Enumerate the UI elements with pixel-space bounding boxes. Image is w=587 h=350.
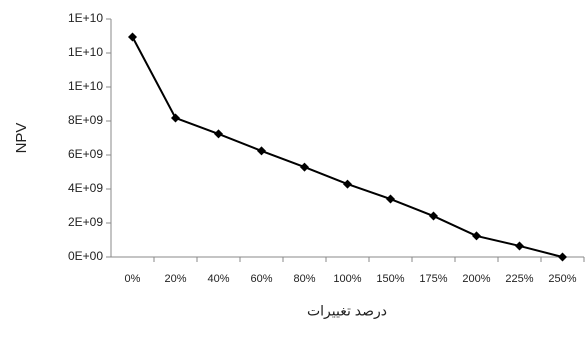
marker [128,32,137,42]
x-tick-label: 100% [333,273,361,285]
x-tick-label: 80% [293,273,315,285]
x-axis-title: درصد تغییرات [307,303,387,320]
marker [300,162,309,172]
x-tick-label: 20% [164,273,186,285]
x-tick-label: 175% [419,273,447,285]
x-tick-label: 40% [207,273,229,285]
x-tick-label: 200% [462,273,490,285]
y-tick-label: 4E+09 [68,181,103,195]
x-tick-label: 250% [548,273,576,285]
marker [214,129,223,139]
x-tick-label: 150% [376,273,404,285]
y-tick-label: 0E+00 [68,249,103,263]
y-axis-title: NPV [13,123,30,154]
marker [171,113,180,123]
x-tick-label: 60% [250,273,272,285]
x-tick-label: 225% [505,273,533,285]
y-tick-label: 1E+10 [68,11,103,25]
marker [429,211,438,221]
line [131,36,563,258]
marker [515,241,524,251]
y-tick-label: 2E+09 [68,215,103,229]
x-tick-label: 0% [125,273,141,285]
marker [472,231,481,241]
marker [343,179,352,189]
y-tick-label: 1E+10 [68,79,103,93]
marker [386,194,395,204]
y-tick-label: 1E+10 [68,45,103,59]
marker [257,146,266,156]
y-tick-label: 8E+09 [68,113,103,127]
marker [558,252,567,262]
y-tick-label: 6E+09 [68,147,103,161]
